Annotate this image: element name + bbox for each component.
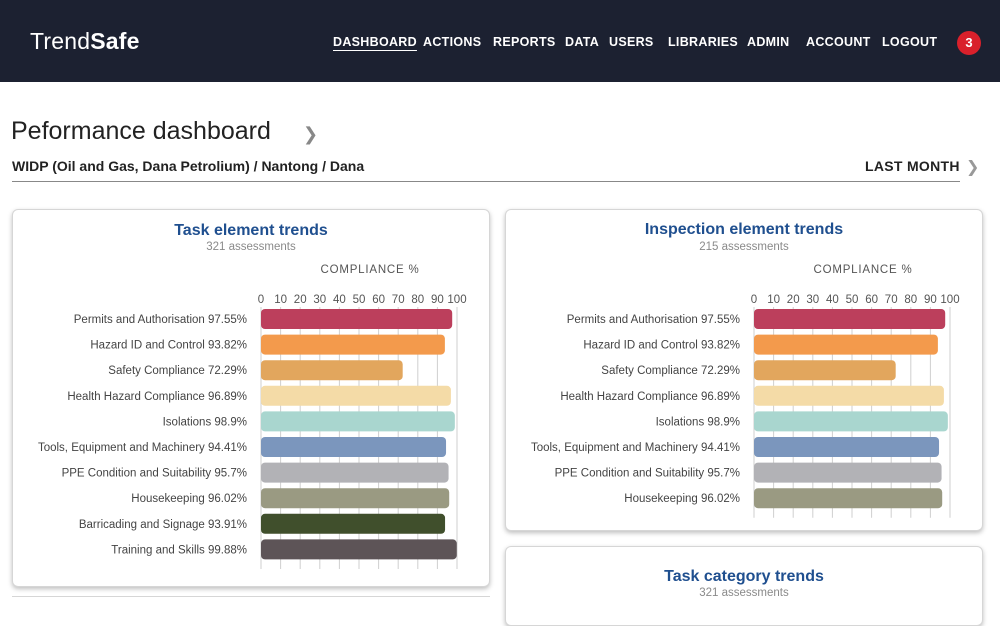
x-tick-label: 0 [258, 294, 264, 306]
brand-logo[interactable]: TrendSafe [30, 28, 140, 55]
x-tick-label: 40 [333, 294, 346, 306]
bar [261, 385, 451, 406]
card-title: Inspection element trends [644, 221, 844, 238]
task-category-trends-card: Task category trends 321 assessments [505, 546, 983, 626]
card-title: Task element trends [174, 222, 328, 239]
category-label: Safety Compliance 72.29% [601, 365, 740, 377]
category-label: Health Hazard Compliance 96.89% [67, 391, 247, 403]
nav-logout[interactable]: LOGOUT [882, 35, 938, 49]
x-tick-label: 20 [294, 294, 307, 306]
category-label: Barricading and Signage 93.91% [79, 519, 247, 531]
x-axis-title: COMPLIANCE % [813, 264, 912, 276]
nav-admin[interactable]: ADMIN [747, 35, 790, 49]
x-tick-label: 90 [924, 294, 937, 306]
category-label: Safety Compliance 72.29% [108, 365, 247, 377]
x-axis-title: COMPLIANCE % [320, 264, 419, 276]
bar [754, 334, 938, 355]
nav-reports[interactable]: REPORTS [493, 35, 556, 49]
breadcrumb[interactable]: WIDP (Oil and Gas, Dana Petrolium) / Nan… [12, 158, 365, 174]
page-title: Peformance dashboard [11, 117, 271, 145]
bar [754, 309, 946, 329]
category-label: Tools, Equipment and Machinery 94.41% [38, 442, 247, 454]
bar [261, 488, 450, 509]
nav-users[interactable]: USERS [609, 35, 654, 49]
brand-name-part2: Safe [90, 28, 140, 54]
next-card-edge [12, 596, 490, 600]
card-subtitle: 321 assessments [699, 587, 789, 599]
x-tick-label: 100 [447, 294, 466, 306]
task-element-bar-chart: COMPLIANCE % 0 10 20 30 40 50 60 70 80 90 100 Permit… [38, 264, 467, 569]
nav-account[interactable]: ACCOUNT [806, 35, 871, 49]
bar [261, 360, 403, 381]
x-tick-label: 70 [392, 294, 405, 306]
bar [754, 385, 944, 406]
category-label: Isolations 98.9% [163, 416, 247, 428]
nav-data[interactable]: DATA [565, 35, 600, 49]
main-nav: DASHBOARD ACTIONS REPORTS DATA USERS LIB… [0, 35, 1000, 55]
bar [261, 513, 446, 534]
x-tick-label: 60 [865, 294, 878, 306]
x-tick-label: 40 [826, 294, 839, 306]
notification-badge[interactable]: 3 [957, 31, 981, 55]
bar [754, 437, 940, 457]
top-navigation-bar: TrendSafe DASHBOARD ACTIONS REPORTS DATA… [0, 0, 1000, 82]
bar [261, 334, 445, 355]
x-tick-label: 80 [904, 294, 917, 306]
category-label: Isolations 98.9% [656, 416, 740, 428]
nav-libraries[interactable]: LIBRARIES [668, 35, 739, 49]
category-label: Permits and Authorisation 97.55% [567, 314, 740, 326]
category-label: Hazard ID and Control 93.82% [583, 340, 740, 352]
chevron-right-icon[interactable]: ❯ [303, 124, 319, 144]
x-tick-label: 10 [274, 294, 287, 306]
bar [754, 411, 948, 432]
x-tick-label: 70 [885, 294, 898, 306]
category-label: Training and Skills 99.88% [111, 544, 247, 556]
category-label: Health Hazard Compliance 96.89% [560, 391, 740, 403]
card-subtitle: 321 assessments [206, 241, 296, 253]
category-label: Hazard ID and Control 93.82% [90, 340, 247, 352]
bar [261, 411, 455, 432]
task-element-trends-card: Task element trends 321 assessments COMP… [12, 209, 490, 587]
category-label: Permits and Authorisation 97.55% [74, 314, 247, 326]
category-label: PPE Condition and Suitability 95.7% [62, 468, 247, 480]
x-tick-label: 10 [767, 294, 780, 306]
x-tick-label: 60 [372, 294, 385, 306]
x-tick-label: 90 [431, 294, 444, 306]
inspection-element-bar-chart: COMPLIANCE % 0 10 20 30 40 50 60 70 80 90 100 Permit… [531, 264, 960, 518]
card-title: Task category trends [664, 568, 824, 585]
x-tick-label: 30 [806, 294, 819, 306]
x-tick-label: 80 [411, 294, 424, 306]
x-tick-label: 0 [751, 294, 757, 306]
divider [12, 181, 960, 182]
brand-name-part1: Trend [30, 28, 91, 54]
x-tick-label: 30 [313, 294, 326, 306]
x-tick-label: 50 [353, 294, 366, 306]
bar [754, 360, 896, 381]
bar [754, 462, 942, 483]
x-tick-label: 100 [940, 294, 959, 306]
x-tick-label: 50 [846, 294, 859, 306]
bar [261, 437, 447, 457]
x-tick-label: 20 [787, 294, 800, 306]
category-label: Housekeeping 96.02% [131, 493, 247, 505]
nav-dashboard[interactable]: DASHBOARD [333, 35, 417, 49]
bar [261, 539, 457, 560]
nav-actions[interactable]: ACTIONS [423, 35, 482, 49]
bar [754, 488, 943, 509]
period-selector[interactable]: LAST MONTH [865, 158, 960, 174]
category-label: Housekeeping 96.02% [624, 493, 740, 505]
category-label: PPE Condition and Suitability 95.7% [555, 468, 740, 480]
inspection-element-trends-card: Inspection element trends 215 assessment… [505, 209, 983, 531]
bar [261, 462, 449, 483]
card-subtitle: 215 assessments [699, 241, 789, 253]
chevron-right-icon[interactable]: ❯ [966, 159, 980, 176]
category-label: Tools, Equipment and Machinery 94.41% [531, 442, 740, 454]
bar [261, 309, 453, 329]
